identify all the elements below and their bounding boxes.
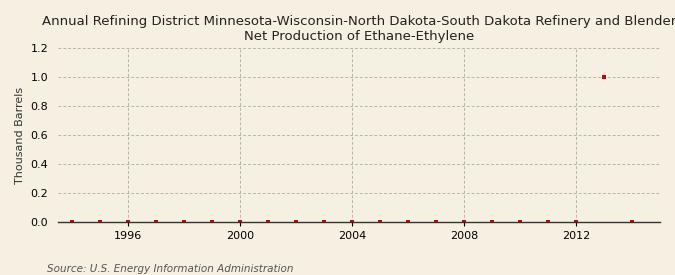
Title: Annual Refining District Minnesota-Wisconsin-North Dakota-South Dakota Refinery : Annual Refining District Minnesota-Wisco… xyxy=(42,15,675,43)
Text: Source: U.S. Energy Information Administration: Source: U.S. Energy Information Administ… xyxy=(47,264,294,274)
Y-axis label: Thousand Barrels: Thousand Barrels xyxy=(15,86,25,184)
